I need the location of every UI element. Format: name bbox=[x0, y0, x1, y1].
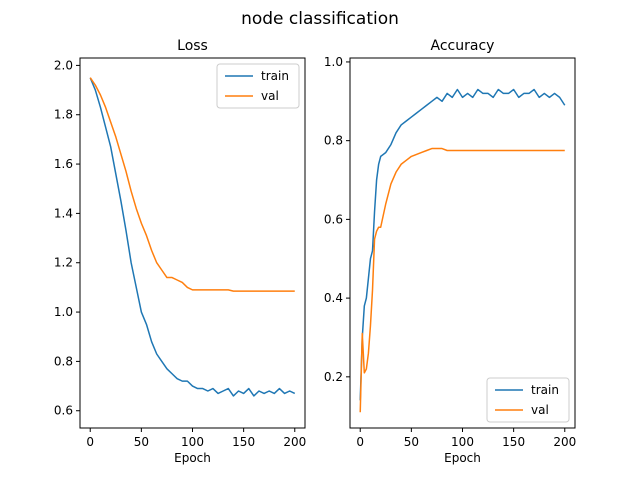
loss-series-train bbox=[89, 77, 296, 397]
accuracy-xtick-label: 100 bbox=[451, 435, 474, 449]
loss-xtick-label: 0 bbox=[86, 435, 94, 449]
accuracy-xlabel: Epoch bbox=[444, 451, 481, 465]
accuracy-series-train bbox=[359, 88, 566, 401]
loss-xlabel: Epoch bbox=[174, 451, 211, 465]
loss-xtick-label: 150 bbox=[232, 435, 255, 449]
loss-series-val bbox=[89, 77, 295, 292]
accuracy-xtick-label: 200 bbox=[553, 435, 576, 449]
loss-ytick-label: 1.8 bbox=[54, 108, 73, 122]
accuracy-ytick-label: 0.2 bbox=[324, 370, 343, 384]
accuracy-axes-frame bbox=[349, 57, 576, 429]
accuracy-title: Accuracy bbox=[431, 38, 495, 54]
loss-xtick-label: 50 bbox=[134, 435, 149, 449]
loss-xtick-label: 200 bbox=[283, 435, 306, 449]
loss-legend-label-train: train bbox=[261, 69, 289, 83]
accuracy-panel: Accuracy 0 50 100 150 200 0.2 0.4 0.6 0.8 1.0 Epoch… bbox=[324, 38, 576, 465]
accuracy-series-val bbox=[359, 147, 565, 413]
loss-ytick-label: 0.6 bbox=[54, 404, 73, 418]
accuracy-ytick-label: 0.4 bbox=[324, 291, 343, 305]
accuracy-ytick-label: 0.6 bbox=[324, 212, 343, 226]
accuracy-ytick-label: 1.0 bbox=[324, 55, 343, 69]
accuracy-legend-box bbox=[486, 377, 570, 423]
loss-ytick-label: 1.6 bbox=[54, 157, 73, 171]
loss-ytick-label: 1.0 bbox=[54, 305, 73, 319]
accuracy-legend: train val bbox=[486, 377, 570, 423]
loss-legend-label-val: val bbox=[261, 89, 279, 103]
accuracy-legend-label-val: val bbox=[531, 403, 549, 417]
loss-ytick-label: 2.0 bbox=[54, 58, 73, 72]
figure-suptitle: node classification bbox=[241, 9, 399, 29]
accuracy-xtick-label: 150 bbox=[502, 435, 525, 449]
loss-panel: Loss 0 50 100 150 200 0.6 0.8 1.0 1.2 1.4 1.6 1.8 2.0… bbox=[54, 38, 306, 465]
loss-ytick-label: 1.2 bbox=[54, 256, 73, 270]
accuracy-legend-label-train: train bbox=[531, 383, 559, 397]
loss-legend: train val bbox=[216, 63, 300, 109]
loss-ytick-label: 1.4 bbox=[54, 206, 73, 220]
loss-title: Loss bbox=[177, 38, 208, 54]
loss-ytick-label: 0.8 bbox=[54, 354, 73, 368]
loss-legend-box bbox=[216, 63, 300, 109]
loss-xtick-label: 100 bbox=[181, 435, 204, 449]
accuracy-ytick-label: 0.8 bbox=[324, 134, 343, 148]
accuracy-xtick-label: 0 bbox=[356, 435, 364, 449]
loss-axes-frame bbox=[79, 57, 306, 429]
accuracy-xtick-label: 50 bbox=[404, 435, 419, 449]
